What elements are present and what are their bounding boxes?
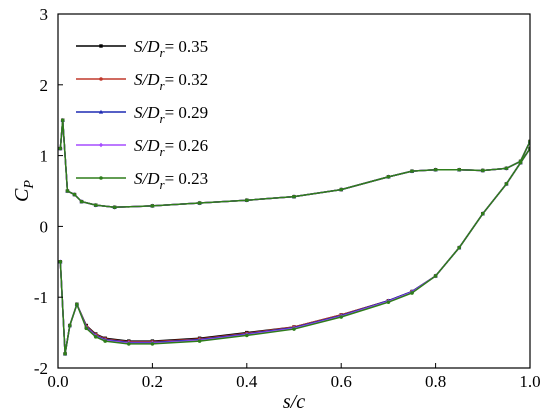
legend-label-2-main: S/D [134,70,160,89]
legend-marker-2 [99,77,103,81]
plot-frame [57,13,531,369]
svg-text:CP: CP [11,180,37,202]
x-axis-label: s/c [283,391,305,413]
series-5-lower-point-15 [410,291,414,295]
series-5-upper-point-10 [245,198,249,203]
legend-label-3-main: S/D [134,103,160,122]
legend-label-3-sub: r [160,111,166,126]
legend-label-5-value: = 0.23 [165,169,209,188]
series-2-lower-line [59,148,530,354]
series-5-upper-line [59,120,530,209]
series-5-lower-point-14 [386,300,391,304]
y-axis-label: CP [11,180,37,202]
legend-label-4-value: = 0.26 [165,136,209,155]
series-3-upper-line [59,120,530,209]
series-5-lower-line [59,148,530,354]
x-tick-label-2: 0.2 [142,372,163,391]
series-1-lower-line [59,148,530,354]
series-5-upper-point-4 [72,192,77,197]
series-5-upper-point-12 [339,187,344,192]
x-tick-label-6: 1.0 [519,372,540,391]
y-tick-label-4: 1 [40,147,49,166]
legend-marker-3 [98,109,104,114]
legend-label-1: S/Dr= 0.35 [134,37,208,60]
legend-marker-4 [98,142,104,148]
series-5-lower-point-13 [339,315,344,319]
x-tick-label-1: 0.0 [47,372,68,391]
series-5-upper-point-3 [65,189,70,193]
series-3-lower-line [59,148,530,354]
series-5-lower-point-2 [63,352,67,356]
series-5-upper-point-13 [386,175,391,179]
series-5-lower-point-10 [197,339,202,343]
x-tick-label-3: 0.4 [236,372,258,391]
series-5-lower-point-19 [504,182,509,186]
x-tick-label-5: 0.8 [425,372,446,391]
y-tick-label-6: 3 [40,5,49,24]
series-5-lower-point-16 [433,274,438,278]
legend-label-2-sub: r [160,78,166,93]
legend-label-5-sub: r [160,177,166,192]
series-5-lower-point-12 [292,327,296,331]
series-5-lower-point-8 [127,342,131,346]
series-5-lower-point-20 [518,160,523,165]
ticks-layer: 0.0 0.2 0.4 0.6 0.8 1.0 -2 -1 0 1 2 3 [34,5,541,391]
legend-label-2: S/Dr= 0.32 [134,70,208,93]
y-tick-label-2: -1 [34,288,48,307]
series-1-upper-line [59,120,530,209]
series-5-upper-point-17 [481,168,485,173]
legend-label-4-sub: r [160,144,166,159]
legend-label-3-value: = 0.29 [165,103,209,122]
legend-label-4: S/Dr= 0.26 [134,136,208,159]
y-tick-label-5: 2 [40,76,49,95]
series-5-lower-point-5 [84,326,89,331]
y-tick-label-3: 0 [40,217,49,236]
series-4-lower-line [59,148,530,354]
legend-label-5: S/Dr= 0.23 [134,169,208,192]
series-5-upper-point-11 [292,194,296,199]
x-tick-label-4: 0.6 [331,372,352,391]
legend-label-1-value: = 0.35 [165,37,209,56]
legend-label-3: S/Dr= 0.29 [134,103,208,126]
series-5-upper-point-14 [410,169,414,173]
series-5-upper-point-18 [504,166,509,171]
series-5-upper-point-2 [60,118,65,122]
series-5-lower-point-17 [457,245,462,250]
legend-label-5-main: S/D [134,169,160,188]
series-5-upper-point-1 [58,146,63,151]
legend-marker-5 [99,176,103,180]
y-axis-label-sub: P [22,180,37,190]
y-tick-label-1: -2 [34,359,48,378]
series-5-lower-point-18 [481,211,485,216]
y-axis-label-main: C [11,188,33,202]
series-5-lower-point-4 [75,302,79,307]
series-5-upper-point-8 [150,204,155,208]
series-5-lower-point-3 [68,323,72,328]
legend-label-4-main: S/D [134,136,160,155]
legend-label-1-main: S/D [134,37,160,56]
series-5-upper-point-9 [197,201,202,205]
legend-label-2-value: = 0.32 [165,70,209,89]
series-5-upper-point-6 [93,203,98,207]
series-5-lower-point-1 [58,260,63,264]
series-5-lower-point-11 [245,333,249,338]
series-5-upper-point-16 [457,167,462,172]
legend-marker-1 [99,44,103,48]
series-5-upper-point-7 [112,205,117,210]
series-layer [58,117,530,357]
series-5-lower-point-6 [93,335,98,339]
series-5-lower-point-9 [150,342,155,346]
series-5-upper-point-5 [79,199,84,204]
legend: S/Dr= 0.35S/Dr= 0.32S/Dr= 0.29S/Dr= 0.26… [76,37,208,192]
legend-label-1-sub: r [160,45,166,60]
series-5-lower-point-7 [103,339,107,343]
series-5-upper-point-15 [433,167,438,172]
series-2-upper-line [59,120,530,209]
series-4-upper-line [59,120,530,209]
